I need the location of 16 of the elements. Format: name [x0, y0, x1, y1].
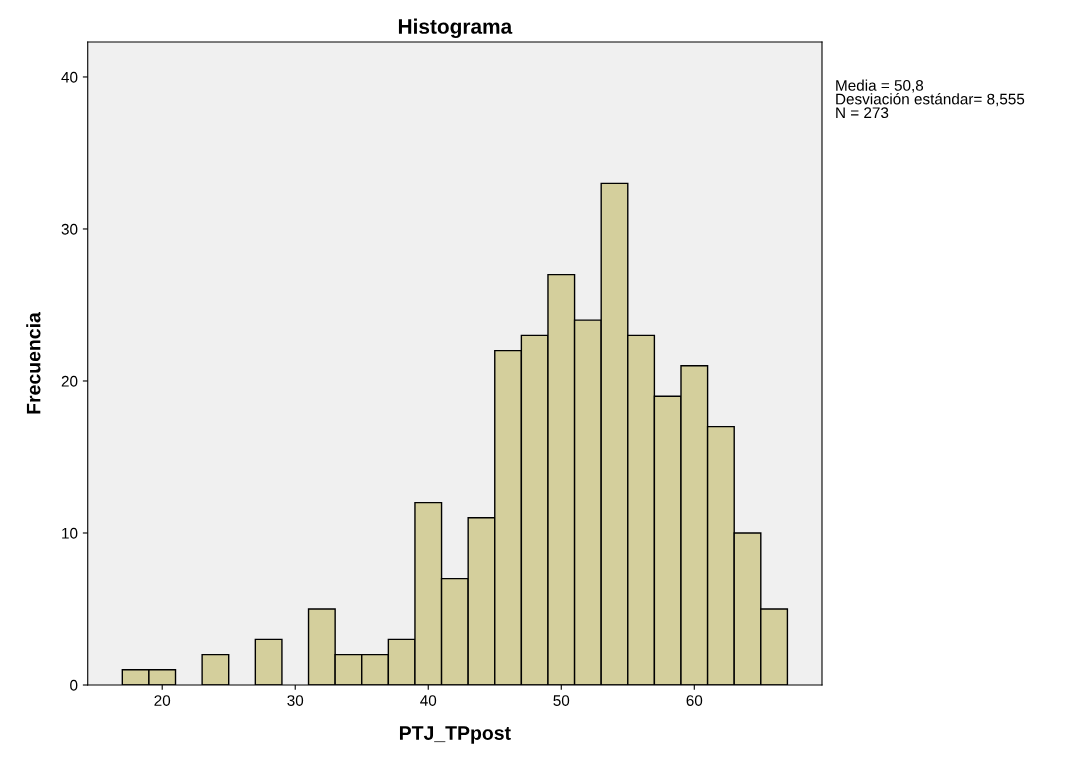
y-tick-label: 30 — [61, 223, 78, 235]
y-tick-label: 20 — [61, 375, 78, 387]
text: Media = 50,8 — [836, 79, 924, 93]
x-tick-label: 30 — [287, 695, 304, 706]
text: Desviación estándar= 8,555 — [836, 93, 1025, 107]
y-tick-label: 0 — [70, 679, 78, 691]
y-tick-label: 10 — [62, 527, 78, 539]
x-tick-label: 60 — [686, 695, 703, 706]
chart-title: Histograma — [398, 18, 513, 39]
y-axis-title: Frecuencia — [26, 312, 41, 414]
x-tick-label: 20 — [154, 695, 171, 706]
x-tick-label: 40 — [420, 695, 437, 706]
text: N = 273 — [836, 107, 889, 119]
x-axis-title: PTJ_TPpost — [399, 726, 511, 744]
y-tick-label: 40 — [61, 71, 78, 83]
x-tick-label: 50 — [553, 695, 570, 706]
